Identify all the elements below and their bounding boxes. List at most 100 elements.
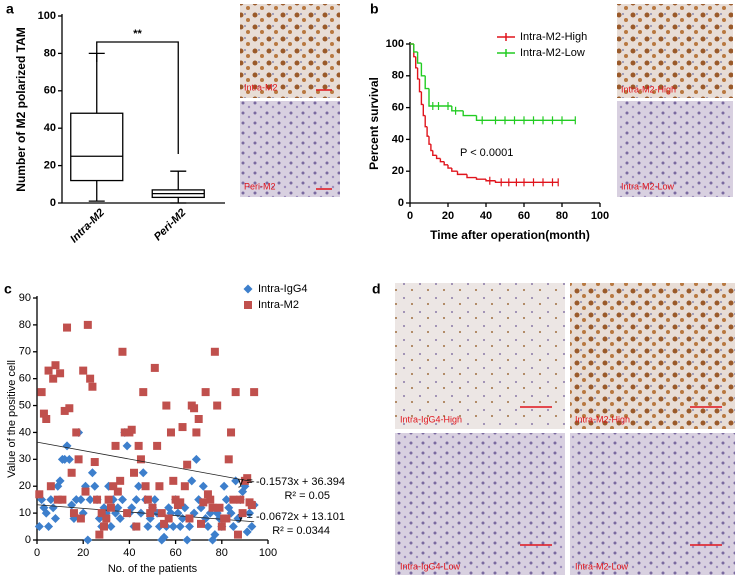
point [93, 495, 102, 504]
y-tick-label: 40 [392, 133, 404, 145]
point [72, 428, 81, 437]
point [130, 468, 139, 477]
point [69, 509, 78, 518]
point [245, 508, 255, 518]
y-axis-label: Percent survival [367, 77, 381, 170]
survival-step [456, 171, 467, 176]
point [87, 468, 97, 478]
point [131, 495, 141, 505]
y-tick-label: 70 [19, 346, 31, 358]
survival-step [447, 164, 452, 169]
point [168, 522, 178, 532]
x-tick-label: 100 [259, 547, 277, 559]
point [90, 481, 100, 491]
point [127, 425, 136, 434]
point [175, 522, 185, 532]
point [99, 522, 108, 531]
point [210, 347, 219, 356]
y-tick-label: 20 [392, 165, 404, 177]
x-tick-label: 40 [480, 210, 492, 222]
point [203, 522, 213, 532]
point [233, 530, 242, 539]
micrograph-label: Intra-M2-High [575, 414, 630, 424]
point [221, 495, 231, 505]
survival-step [420, 63, 426, 77]
point [102, 514, 111, 523]
survival-step [466, 174, 477, 179]
point [183, 460, 192, 469]
point [34, 522, 44, 532]
trend-line [36, 504, 255, 523]
survival-step [426, 126, 429, 137]
point [116, 476, 125, 485]
point [60, 454, 70, 464]
y-tick-label: 60 [44, 85, 56, 97]
panel-label: d [372, 281, 381, 297]
y-tick-label: 90 [19, 292, 31, 304]
x-tick-label: 0 [407, 210, 413, 222]
point [71, 495, 81, 505]
point [97, 509, 106, 518]
point [74, 455, 83, 464]
y-tick-label: 40 [44, 122, 56, 134]
x-tick-label: 60 [518, 210, 530, 222]
point [217, 522, 226, 531]
point [106, 503, 115, 512]
survival-step [428, 88, 452, 107]
significance: ** [133, 28, 142, 40]
point [164, 514, 173, 523]
point [143, 522, 153, 532]
y-tick-label: 100 [386, 38, 404, 50]
point [224, 455, 233, 464]
point [63, 323, 72, 332]
point [141, 482, 150, 491]
point [41, 508, 51, 518]
point [242, 527, 252, 537]
survival-step [435, 155, 441, 160]
point [148, 503, 157, 512]
survival-step [413, 44, 418, 53]
point [64, 454, 74, 464]
x-tick-label: 0 [34, 547, 40, 559]
point [83, 320, 92, 329]
trend-line [36, 441, 255, 483]
x-tick-label: 20 [442, 210, 454, 222]
point [58, 495, 67, 504]
survival-step [462, 110, 477, 117]
point [44, 522, 54, 532]
survival-step [451, 106, 464, 112]
x-tick-label: 60 [169, 547, 181, 559]
micrograph-label: Intra-M2 [244, 82, 278, 92]
point [111, 441, 120, 450]
survival-step [439, 158, 445, 163]
point [201, 388, 210, 397]
point [243, 474, 252, 483]
point [213, 401, 222, 410]
point [169, 476, 178, 485]
micrograph [240, 4, 340, 98]
point [203, 490, 212, 499]
point [51, 361, 60, 370]
point [67, 468, 76, 477]
point [247, 501, 256, 510]
point [53, 495, 62, 504]
y-tick-label: 80 [44, 47, 56, 59]
point [55, 476, 65, 486]
point [117, 495, 127, 505]
point [62, 441, 72, 451]
point [198, 481, 208, 491]
point [109, 482, 118, 491]
x-tick-label: 100 [591, 210, 609, 222]
point [182, 535, 192, 545]
x-tick-label: 80 [216, 547, 228, 559]
point [46, 482, 55, 491]
point [222, 514, 231, 523]
point [90, 458, 99, 467]
x-tick-label: Peri-M2 [152, 207, 189, 244]
point [48, 503, 58, 513]
legend-label: Intra-IgG4 [258, 283, 308, 295]
point [231, 388, 240, 397]
y-tick-label: 40 [19, 426, 31, 438]
y-tick-label: 60 [392, 102, 404, 114]
